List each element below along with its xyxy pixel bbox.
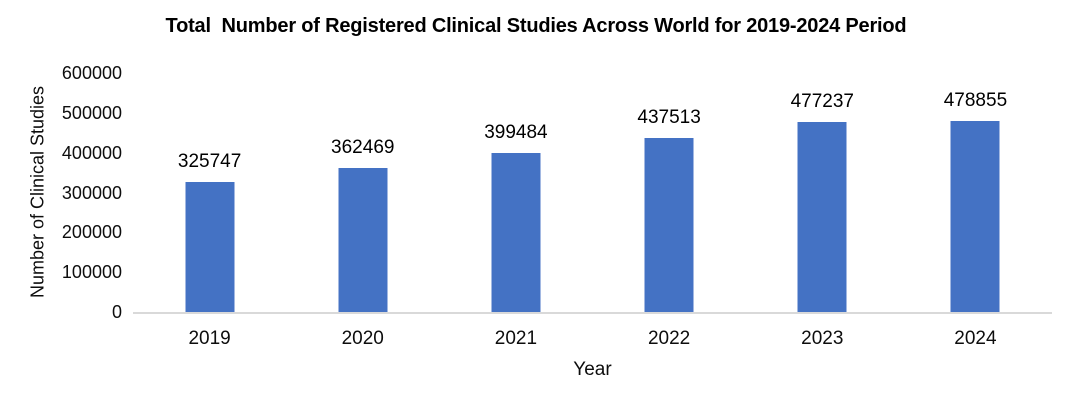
x-tick-label-2021: 2021 (494, 328, 538, 349)
y-tick-label: 100000 (61, 262, 122, 283)
data-label-2021: 399484 (484, 121, 548, 143)
data-label-2024: 478855 (943, 90, 1008, 112)
chart-title: Total Number of Registered Clinical Stud… (165, 15, 907, 37)
y-tick-label: 300000 (61, 182, 122, 203)
x-tick-label-2022: 2022 (647, 328, 691, 349)
y-tick-label: 600000 (61, 63, 122, 83)
bar-2022 (644, 137, 694, 312)
bar-2020 (338, 167, 388, 312)
bar-2019 (185, 182, 235, 312)
data-label-2019: 325747 (177, 151, 242, 173)
x-tick-label-2023: 2023 (801, 328, 844, 349)
bar-2024 (950, 121, 1000, 312)
bar-slot-2023: 477237 2023 (746, 73, 899, 349)
bar-2021 (491, 152, 541, 312)
plot-area: 325747 2019 362469 2020 399484 2021 437513 2022… (133, 73, 1052, 349)
bar-slot-2019: 325747 2019 (133, 73, 286, 349)
bar-2023 (797, 121, 847, 312)
data-label-2020: 362469 (331, 136, 395, 158)
x-tick-label-2020: 2020 (341, 328, 384, 349)
x-tick-label-2019: 2019 (188, 328, 231, 349)
bar-slot-2020: 362469 2020 (286, 73, 439, 349)
bar-slot-2022: 437513 2022 (593, 73, 746, 349)
data-label-2023: 477237 (790, 90, 854, 112)
y-tick-label: 500000 (61, 102, 122, 123)
x-axis-title: Year (573, 359, 612, 380)
x-tick-label-2024: 2024 (954, 328, 997, 349)
y-tick-label: 0 (111, 302, 122, 322)
y-tick-label: 200000 (61, 222, 122, 243)
data-label-2022: 437513 (637, 106, 701, 128)
y-tick-label: 400000 (61, 142, 122, 163)
bar-slot-2021: 399484 2021 (439, 73, 592, 349)
bar-slot-2024: 478855 2024 (899, 73, 1052, 349)
